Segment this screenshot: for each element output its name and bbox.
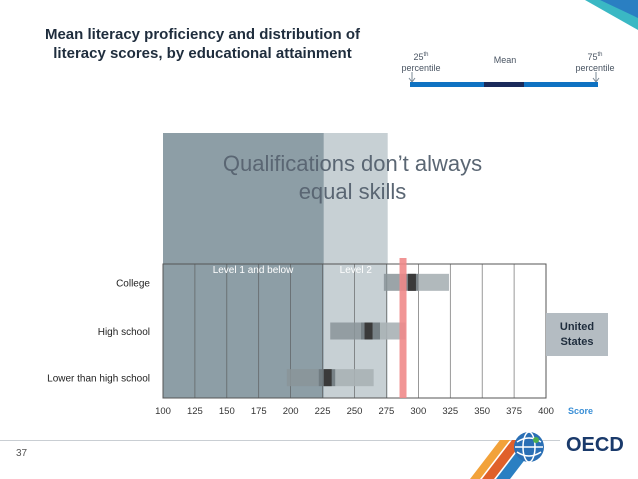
level-bands: [163, 133, 388, 398]
legend-mean-bar: [484, 82, 524, 87]
bar-mean-1: [364, 322, 373, 340]
bar-p75-p95-1: [380, 322, 406, 340]
category-labels: College High school Lower than high school: [47, 278, 150, 384]
stripe-blue-top: [600, 0, 638, 18]
bar-p5-p25-2: [286, 369, 319, 387]
legend-p75-number: 75: [587, 52, 598, 62]
tick-labels: 100 125 150 175 200 225 250 275 300 325 350 375 400: [155, 406, 554, 417]
tick-label-350: 350: [474, 406, 490, 417]
category-label-0: College: [116, 278, 150, 289]
category-label-1: High school: [98, 327, 150, 338]
tick-label-100: 100: [155, 406, 171, 417]
bar-p5-p25-1: [330, 322, 361, 340]
tick-label-400: 400: [538, 406, 554, 417]
footer-divider: [0, 440, 560, 441]
legend-p25-number: 25: [413, 52, 424, 62]
bar-mean-0: [407, 273, 416, 291]
tick-label-175: 175: [251, 406, 267, 417]
legend-p75-suffix: th: [597, 52, 603, 58]
reference-line-bar: [399, 258, 407, 398]
stripe-red: [482, 440, 524, 479]
slide-headline: Qualifications don’t always equal skills: [222, 151, 483, 204]
oecd-globe-icon: [514, 431, 544, 463]
stripe-orange: [470, 440, 510, 479]
legend-p25-word: percentile: [401, 63, 441, 73]
bar-mean-2: [323, 369, 332, 387]
band-label-1: Level 1 and below: [213, 265, 294, 276]
band-1: [163, 133, 324, 398]
reference-line: [399, 258, 407, 398]
band-label-2: Level 2: [340, 265, 373, 276]
legend-mean-label: Mean: [493, 55, 517, 65]
tick-label-200: 200: [283, 406, 299, 417]
legend-p25-suffix: th: [423, 52, 429, 58]
legend-p25-label: 25th percentile: [398, 50, 444, 74]
tick-label-225: 225: [315, 406, 331, 417]
bar-p75-p95-0: [418, 273, 449, 291]
distribution-bars: [286, 273, 449, 387]
legend-p75-word: percentile: [575, 63, 615, 73]
band-2: [323, 133, 388, 398]
bar-p75-p95-2: [335, 369, 374, 387]
tick-label-300: 300: [410, 406, 426, 417]
category-label-2: Lower than high school: [47, 374, 150, 385]
bar-p5-p25-0: [383, 273, 401, 291]
tick-label-250: 250: [347, 406, 363, 417]
page-number: 37: [16, 448, 28, 459]
slide-title: Mean literacy proficiency and distributi…: [44, 26, 361, 62]
x-axis-label: Score: [568, 406, 593, 416]
band-labels: Level 1 and below Level 2: [213, 265, 373, 276]
legend-p75-label: 75th percentile: [572, 50, 618, 74]
tick-label-150: 150: [219, 406, 235, 417]
oecd-logo-text: OECD: [566, 434, 624, 456]
tick-label-375: 375: [506, 406, 522, 417]
country-badge: United States: [546, 313, 608, 356]
tick-label-325: 325: [442, 406, 458, 417]
tick-label-275: 275: [378, 406, 394, 417]
tick-label-125: 125: [187, 406, 203, 417]
legend-graphic: [408, 72, 600, 87]
